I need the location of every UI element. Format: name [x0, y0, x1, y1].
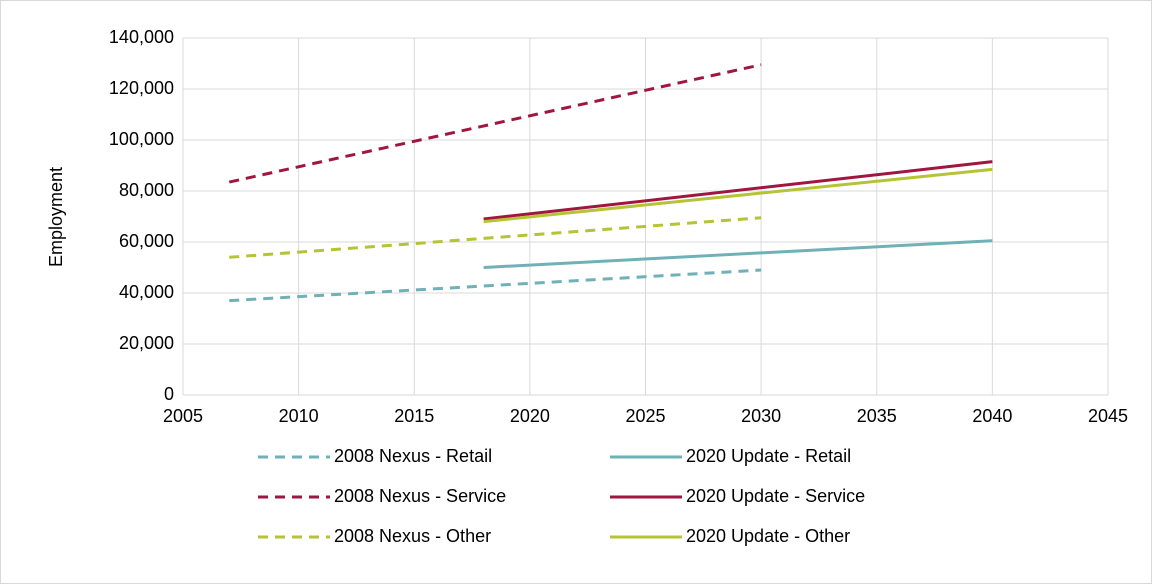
x-tick-label: 2035 — [857, 406, 897, 426]
y-tick-label: 100,000 — [109, 129, 174, 149]
legend-label: 2008 Nexus - Other — [334, 526, 491, 546]
legend-label: 2020 Update - Retail — [686, 446, 851, 466]
y-tick-label: 60,000 — [119, 231, 174, 251]
x-tick-label: 2020 — [510, 406, 550, 426]
legend-label: 2020 Update - Other — [686, 526, 850, 546]
y-tick-label: 120,000 — [109, 78, 174, 98]
series-line — [483, 160, 993, 221]
series-line — [483, 239, 993, 269]
y-tick-label: 80,000 — [119, 180, 174, 200]
x-tick-label: 2015 — [394, 406, 434, 426]
y-tick-label: 0 — [164, 384, 174, 404]
series-line — [229, 216, 762, 259]
series-line — [228, 63, 762, 184]
y-axis-label: Employment — [46, 167, 66, 267]
series-line — [483, 167, 993, 224]
x-tick-label: 2045 — [1088, 406, 1128, 426]
x-tick-label: 2040 — [972, 406, 1012, 426]
x-tick-label: 2030 — [741, 406, 781, 426]
x-tick-label: 2005 — [163, 406, 203, 426]
y-tick-label: 20,000 — [119, 333, 174, 353]
x-tick-label: 2010 — [279, 406, 319, 426]
y-tick-label: 40,000 — [119, 282, 174, 302]
x-tick-label: 2025 — [625, 406, 665, 426]
legend-label: 2020 Update - Service — [686, 486, 865, 506]
legend-label: 2008 Nexus - Service — [334, 486, 506, 506]
y-tick-label: 140,000 — [109, 27, 174, 47]
legend-label: 2008 Nexus - Retail — [334, 446, 492, 466]
series-line — [229, 268, 762, 303]
